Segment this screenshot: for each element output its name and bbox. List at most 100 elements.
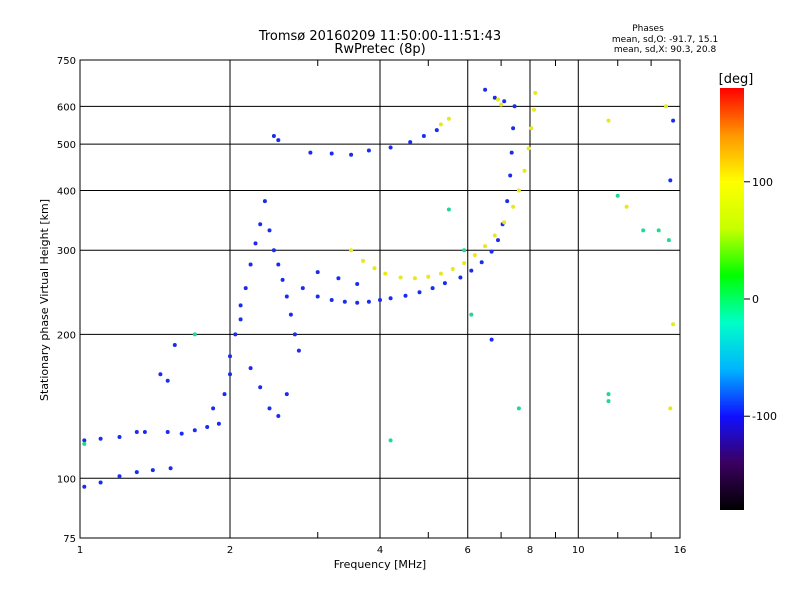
data-point (315, 270, 320, 275)
data-point (408, 140, 413, 145)
grid-lines (80, 60, 680, 538)
data-point (329, 298, 334, 302)
data-point (606, 118, 611, 123)
data-point (296, 348, 301, 353)
data-point (292, 332, 297, 337)
data-point (529, 126, 534, 131)
chart-title: Tromsø 20160209 11:50:00-11:51:43 (258, 29, 501, 44)
y-tick-label: 500 (57, 140, 76, 151)
data-point (496, 238, 500, 243)
data-point (134, 430, 139, 434)
data-point (243, 286, 248, 291)
data-point (458, 275, 463, 280)
data-point (511, 204, 516, 209)
data-point (361, 258, 366, 263)
colorbar-tick-label: -100 (752, 410, 777, 423)
data-point (462, 248, 467, 253)
data-point (238, 317, 243, 322)
data-point (271, 134, 276, 138)
data-point (508, 173, 513, 178)
data-point (668, 178, 673, 183)
data-point (336, 276, 341, 281)
data-point (533, 90, 538, 95)
data-point (398, 275, 403, 280)
data-point (355, 300, 360, 305)
phase-colorbar (720, 88, 744, 510)
data-point (516, 188, 521, 193)
data-point (462, 261, 467, 266)
data-point (472, 253, 477, 258)
data-point (512, 104, 517, 109)
data-point (211, 406, 216, 411)
data-point (117, 435, 122, 439)
data-point (366, 299, 371, 304)
data-point (233, 332, 238, 337)
data-point (615, 193, 620, 198)
data-point (82, 441, 87, 446)
data-point (288, 312, 293, 317)
data-point (372, 266, 377, 271)
data-point (165, 378, 170, 383)
data-points (82, 87, 676, 489)
data-point (671, 322, 676, 327)
data-point (378, 298, 382, 302)
y-tick-label: 600 (57, 102, 76, 113)
data-point (421, 134, 426, 138)
data-point (262, 199, 267, 204)
data-point (267, 228, 272, 233)
data-point (192, 332, 197, 337)
data-point (479, 260, 484, 265)
data-point (98, 480, 103, 485)
data-point (532, 107, 536, 112)
data-point (489, 249, 494, 254)
data-point (168, 466, 173, 471)
stats-line-x: mean, sd,X: 90.3, 20.8 (614, 45, 717, 55)
data-point (499, 102, 504, 107)
x-tick-label: 2 (227, 545, 233, 556)
data-point (526, 146, 531, 151)
data-point (284, 294, 289, 299)
colorbar-label: [deg] (719, 72, 754, 87)
data-point (315, 294, 320, 299)
data-point (403, 293, 408, 298)
data-point (276, 262, 281, 267)
data-point (624, 204, 629, 209)
data-point (271, 248, 276, 253)
data-point (98, 436, 103, 441)
colorbar-tick-label: 0 (752, 293, 759, 306)
y-tick-label: 300 (57, 246, 76, 257)
data-point (668, 406, 673, 411)
data-point (446, 116, 451, 121)
data-point (366, 148, 371, 153)
data-point (671, 118, 676, 123)
data-point (192, 428, 197, 433)
data-point (228, 354, 232, 359)
data-point (522, 168, 527, 173)
x-tick-label: 1 (77, 545, 83, 556)
data-point (82, 484, 87, 489)
data-point (502, 99, 507, 104)
data-point (150, 468, 155, 473)
colorbar-tick-label: 100 (752, 176, 773, 189)
x-axis-ticks: 1 2 4 6 8 10 16 (77, 60, 687, 556)
x-tick-label: 4 (377, 545, 383, 556)
data-point (248, 366, 253, 371)
data-point (509, 150, 514, 155)
data-point (253, 241, 258, 246)
data-point (492, 95, 497, 100)
data-point (308, 150, 313, 155)
x-tick-label: 10 (572, 545, 585, 556)
data-point (496, 97, 500, 102)
data-point (492, 233, 497, 238)
data-point (505, 199, 510, 204)
data-point (450, 267, 455, 271)
data-point (469, 268, 474, 273)
data-point (179, 431, 184, 436)
data-point (666, 238, 671, 243)
data-point (606, 392, 611, 397)
data-point (349, 248, 354, 253)
data-point (300, 286, 305, 291)
data-point (434, 128, 439, 133)
x-tick-label: 16 (674, 545, 687, 556)
